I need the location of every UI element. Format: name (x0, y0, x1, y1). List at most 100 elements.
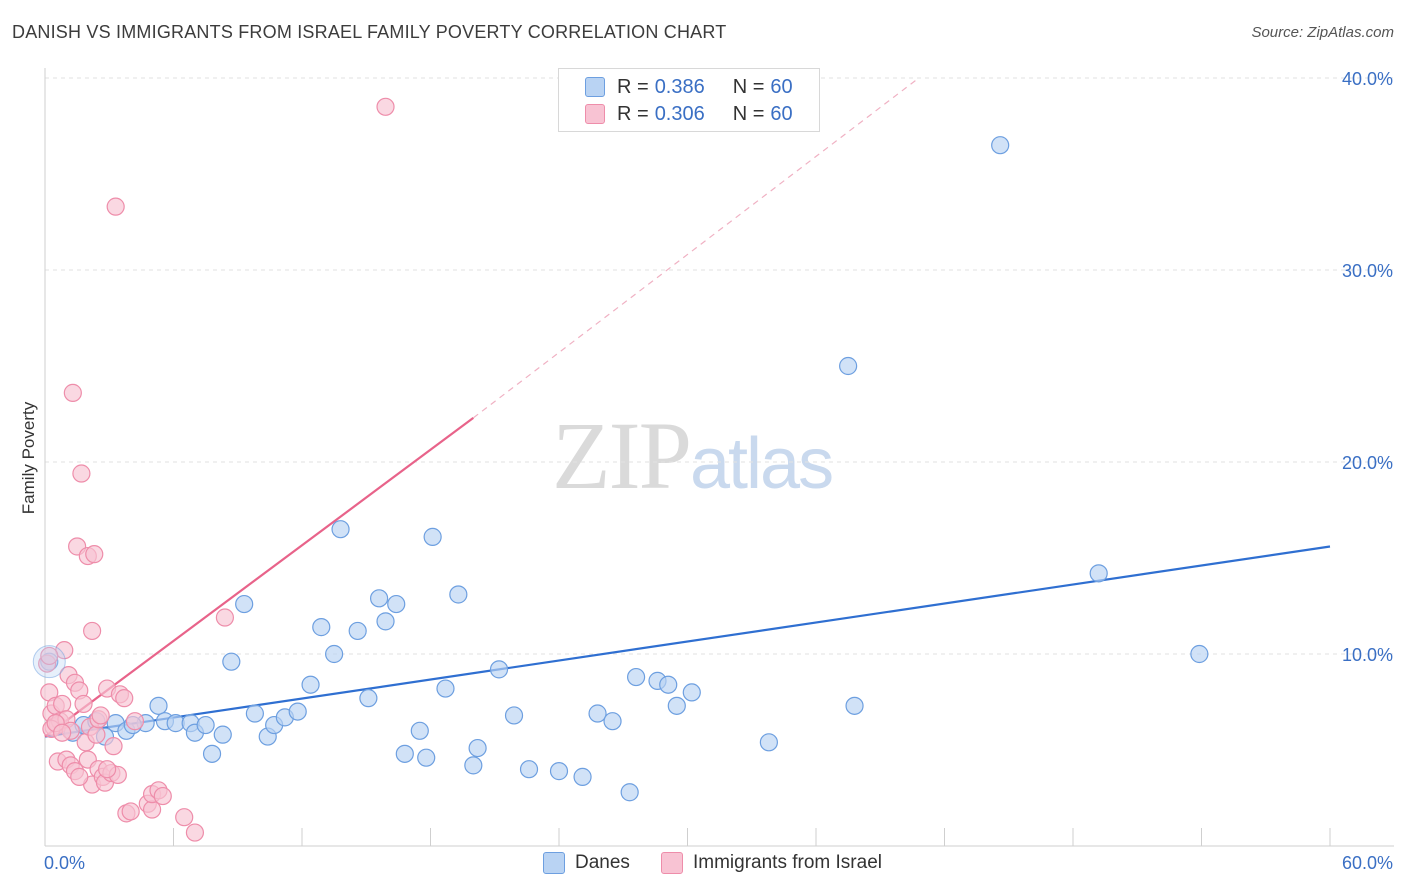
danes-point (395, 744, 414, 763)
danes-point (410, 721, 429, 740)
israel-point (175, 808, 194, 827)
danes-point (370, 589, 389, 608)
danes-point (387, 594, 406, 614)
correlation-legend: R = 0.386 N = 60 R = 0.306 N = 60 (558, 68, 820, 132)
y-axis-label: Family Poverty (19, 401, 38, 514)
danes-point (359, 689, 378, 708)
danes-point (149, 696, 168, 715)
legend-label-israel: Immigrants from Israel (693, 852, 882, 873)
n-label: N = (732, 75, 765, 98)
n-label: N = (732, 102, 765, 125)
israel-point (53, 694, 72, 714)
israel-point (91, 706, 110, 725)
danes-point (449, 585, 468, 604)
danes-point (301, 675, 320, 694)
danes-point (1190, 644, 1209, 664)
danes-point (519, 760, 539, 779)
danes-point (573, 767, 592, 786)
danes-point (464, 756, 483, 775)
israel-point (72, 464, 91, 483)
israel-point (115, 689, 134, 708)
israel-point (125, 712, 145, 731)
danes-point (839, 356, 858, 376)
y-tick-label: 40.0% (1342, 69, 1393, 89)
danes-point (489, 660, 509, 679)
y-tick-label: 30.0% (1342, 261, 1393, 281)
source-label: Source: ZipAtlas.com (1251, 24, 1394, 41)
danes-point (288, 702, 307, 721)
danes-trend-line (44, 545, 1331, 738)
r-value: 0.386 (654, 75, 705, 98)
danes-point (331, 520, 350, 539)
danes-point (620, 783, 639, 802)
data-points (32, 97, 1209, 842)
israel-point (63, 383, 82, 402)
trend-lines (44, 77, 1331, 738)
axes (44, 68, 1394, 847)
legend-item-israel[interactable]: Immigrants from Israel (661, 852, 882, 874)
watermark: ZIPatlas (552, 400, 834, 511)
danes-point (245, 704, 264, 723)
israel-trend-line (44, 416, 474, 738)
danes-point (468, 738, 487, 758)
n-value: 60 (770, 75, 793, 98)
danes-point (196, 715, 215, 735)
r-value: 0.306 (654, 102, 705, 125)
danes-swatch (543, 852, 565, 874)
n-value: 60 (770, 102, 793, 125)
israel-trend-extension (472, 77, 920, 419)
israel-point (153, 786, 172, 806)
series-legend: Danes Immigrants from Israel (0, 852, 1406, 878)
danes-point (376, 612, 395, 631)
israel-point (74, 694, 93, 714)
tick-labels: 10.0% 20.0% 30.0% 40.0% 0.0% 60.0% (44, 69, 1393, 873)
r-label: R = (617, 75, 649, 98)
x-tick-label: 0.0% (44, 853, 85, 873)
danes-point (235, 594, 254, 614)
legend-row-israel: R = 0.306 N = 60 (585, 102, 793, 126)
israel-point (106, 197, 125, 216)
danes-point (202, 744, 222, 763)
israel-point (40, 646, 59, 666)
israel-point (215, 608, 234, 627)
danes-point (845, 696, 864, 715)
danes-point (603, 712, 622, 731)
danes-point (348, 621, 367, 641)
chart-title: DANISH VS IMMIGRANTS FROM ISRAEL FAMILY … (12, 22, 727, 42)
watermark-atlas: atlas (690, 424, 834, 504)
israel-point (104, 737, 123, 756)
danes-point (759, 733, 778, 752)
y-tick-label: 20.0% (1342, 453, 1393, 473)
israel-point (98, 760, 117, 779)
israel-point (87, 725, 106, 744)
legend-item-danes[interactable]: Danes (543, 852, 630, 874)
israel-point (85, 545, 104, 564)
israel-swatch (585, 104, 605, 124)
danes-point (423, 527, 442, 546)
danes-point (659, 675, 678, 694)
israel-swatch (661, 852, 683, 874)
x-tick-label: 60.0% (1342, 853, 1393, 873)
danes-point (32, 645, 66, 679)
danes-point (417, 748, 436, 767)
r-label: R = (617, 102, 649, 125)
danes-point (1089, 564, 1108, 583)
israel-point (185, 823, 205, 842)
danes-point (667, 696, 686, 715)
danes-point (549, 762, 569, 781)
israel-point (376, 97, 395, 116)
legend-label-danes: Danes (575, 852, 630, 873)
danes-point (991, 136, 1010, 155)
danes-point (626, 667, 646, 687)
danes-point (325, 644, 344, 664)
israel-point (121, 802, 140, 821)
danes-swatch (585, 77, 605, 97)
danes-point (213, 725, 232, 744)
danes-point (588, 704, 607, 723)
israel-point (70, 767, 89, 786)
legend-row-danes: R = 0.386 N = 60 (585, 75, 793, 99)
danes-point (436, 679, 455, 698)
danes-point (682, 683, 701, 702)
israel-point (53, 723, 72, 742)
